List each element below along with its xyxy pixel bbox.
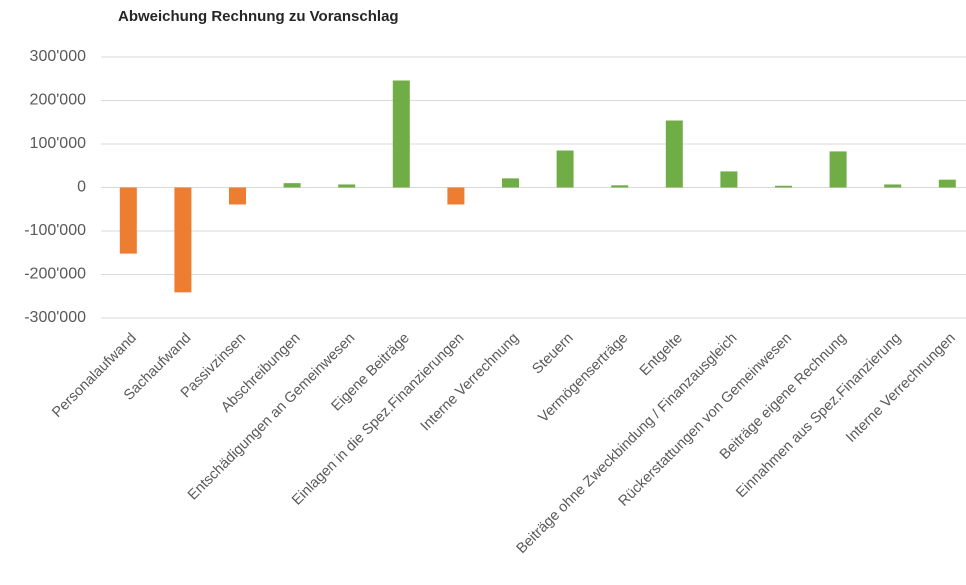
x-tick-label: Interne Verrechnungen [843, 330, 959, 446]
y-tick-label: 0 [77, 179, 86, 196]
x-tick-label: Interne Verrechnung [418, 330, 522, 434]
bar [720, 171, 738, 188]
y-tick-label: -100'000 [24, 222, 86, 239]
bar [229, 187, 246, 205]
bar [829, 151, 847, 188]
bar [174, 187, 192, 293]
bar [556, 150, 574, 188]
y-tick-label: -200'000 [24, 266, 86, 283]
bar [611, 185, 629, 188]
y-tick-label: 200'000 [30, 92, 87, 109]
bar [338, 184, 356, 188]
chart-title: Abweichung Rechnung zu Voranschlag [118, 8, 399, 25]
x-tick-label: Personalaufwand [49, 330, 140, 421]
x-tick-label: Steuern [529, 330, 576, 377]
bar [283, 183, 301, 188]
bar [775, 185, 792, 188]
x-tick-label: Entgelte [637, 330, 686, 379]
y-tick-label: -300'000 [24, 309, 86, 326]
bar [884, 184, 902, 188]
bar [392, 80, 410, 188]
y-tick-label: 100'000 [30, 135, 87, 152]
bar [502, 178, 519, 188]
y-tick-label: 300'000 [30, 48, 87, 65]
bar [938, 179, 956, 188]
bar [665, 120, 683, 188]
bar [447, 187, 465, 205]
bar [119, 187, 137, 254]
